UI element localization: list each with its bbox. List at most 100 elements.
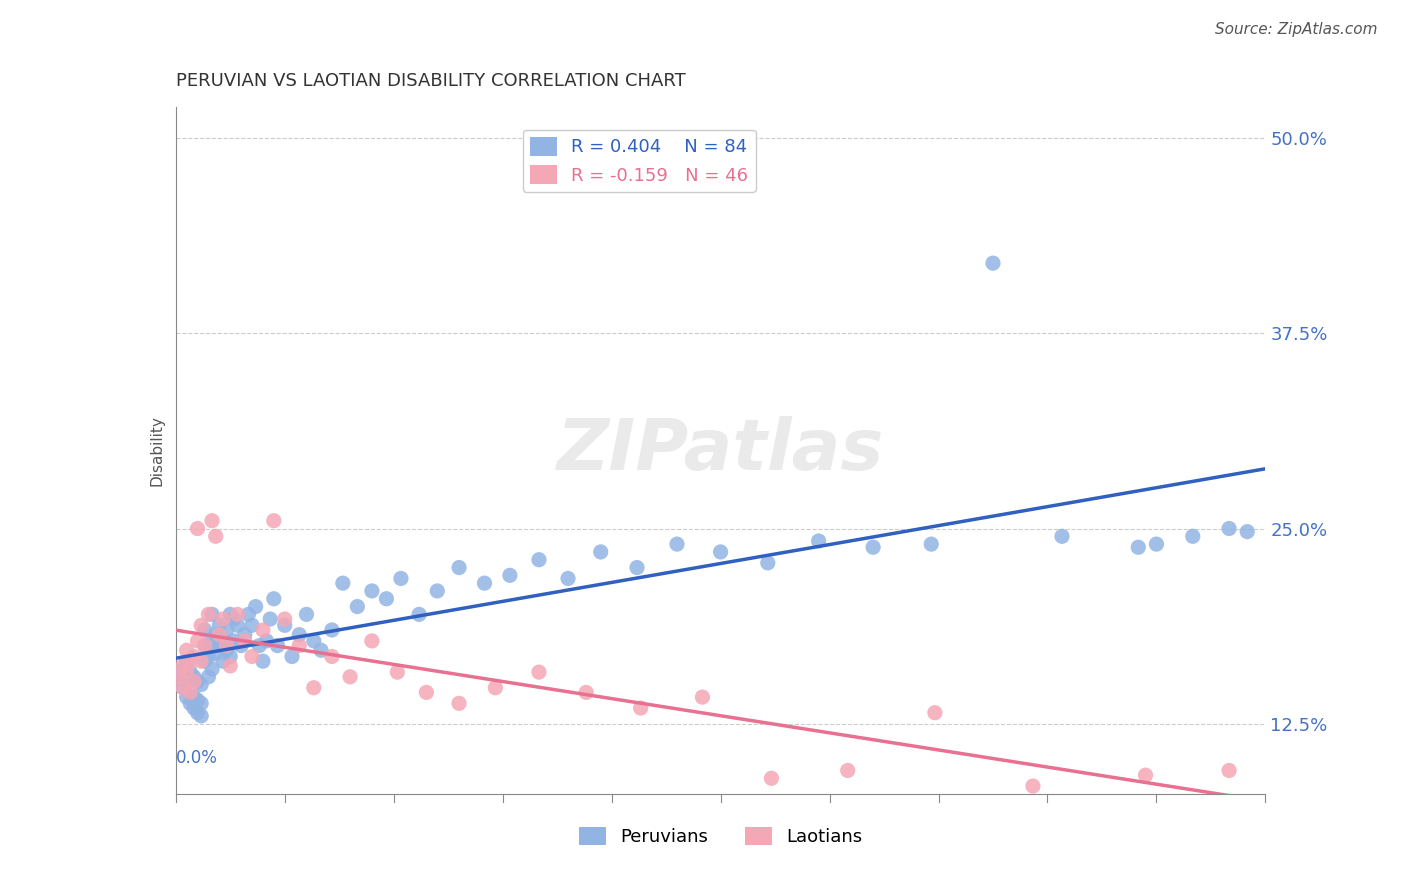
Point <box>1050 529 1073 543</box>
Legend: Peruvians, Laotians: Peruvians, Laotians <box>572 820 869 854</box>
Point <box>176 674 198 689</box>
Point <box>288 639 311 653</box>
Point <box>484 681 506 695</box>
Point <box>274 618 297 632</box>
Point <box>179 654 201 668</box>
Point <box>226 607 249 622</box>
Point <box>186 521 209 535</box>
Point <box>288 628 311 642</box>
Point <box>186 693 209 707</box>
Point <box>761 771 783 786</box>
Point <box>201 633 224 648</box>
Point <box>201 662 224 676</box>
Point <box>474 576 496 591</box>
Point <box>626 560 648 574</box>
Point <box>499 568 522 582</box>
Point <box>204 529 226 543</box>
Point <box>630 701 652 715</box>
Point <box>389 571 412 585</box>
Point <box>360 633 382 648</box>
Point <box>172 662 194 676</box>
Point <box>252 623 274 637</box>
Point <box>226 618 249 632</box>
Point <box>194 623 217 637</box>
Point <box>589 545 612 559</box>
Point <box>321 623 343 637</box>
Point <box>176 643 198 657</box>
Point <box>176 654 198 668</box>
Point <box>837 764 859 778</box>
Point <box>176 690 198 705</box>
Text: PERUVIAN VS LAOTIAN DISABILITY CORRELATION CHART: PERUVIAN VS LAOTIAN DISABILITY CORRELATI… <box>176 72 686 90</box>
Point <box>212 612 235 626</box>
Point <box>169 670 191 684</box>
Point <box>360 583 382 598</box>
Point <box>240 649 263 664</box>
Point <box>179 685 201 699</box>
Point <box>1218 521 1240 535</box>
Point <box>197 670 219 684</box>
Point <box>215 623 238 637</box>
Point <box>666 537 689 551</box>
Point <box>807 533 830 548</box>
Point <box>295 607 318 622</box>
Point <box>208 639 231 653</box>
Point <box>179 685 201 699</box>
Point <box>172 681 194 695</box>
Point <box>197 607 219 622</box>
Point <box>263 514 285 528</box>
Point <box>1236 524 1258 539</box>
Point <box>447 560 470 574</box>
Point <box>172 681 194 695</box>
Point <box>756 556 779 570</box>
Point <box>219 649 242 664</box>
Point <box>204 646 226 660</box>
Point <box>194 654 217 668</box>
Point <box>259 612 281 626</box>
Point <box>375 591 398 606</box>
Point <box>215 639 238 653</box>
Point <box>190 618 212 632</box>
Point <box>247 639 270 653</box>
Point <box>186 633 209 648</box>
Point <box>204 628 226 642</box>
Point <box>256 633 278 648</box>
Point <box>176 665 198 680</box>
Point <box>575 685 598 699</box>
Point <box>1181 529 1204 543</box>
Point <box>981 256 1004 270</box>
Point <box>1218 764 1240 778</box>
Point <box>233 628 256 642</box>
Point <box>281 649 304 664</box>
Point <box>169 670 191 684</box>
Point <box>263 591 285 606</box>
Point <box>346 599 368 614</box>
Point <box>266 639 288 653</box>
Point <box>252 654 274 668</box>
Point <box>172 658 194 673</box>
Point <box>924 706 946 720</box>
Point <box>183 649 205 664</box>
Point <box>201 607 224 622</box>
Point <box>408 607 430 622</box>
Point <box>527 552 550 567</box>
Point <box>1022 779 1045 793</box>
Point <box>219 658 242 673</box>
Point <box>302 633 325 648</box>
Point <box>222 633 245 648</box>
Point <box>231 639 253 653</box>
Point <box>415 685 437 699</box>
Point <box>332 576 354 591</box>
Point <box>183 674 205 689</box>
Point <box>309 643 332 657</box>
Point <box>190 654 212 668</box>
Point <box>179 665 201 680</box>
Point <box>183 670 205 684</box>
Text: 0.0%: 0.0% <box>176 749 218 767</box>
Point <box>426 583 449 598</box>
Point <box>194 639 217 653</box>
Point <box>190 678 212 692</box>
Point <box>186 706 209 720</box>
Point <box>238 607 260 622</box>
Point <box>240 618 263 632</box>
